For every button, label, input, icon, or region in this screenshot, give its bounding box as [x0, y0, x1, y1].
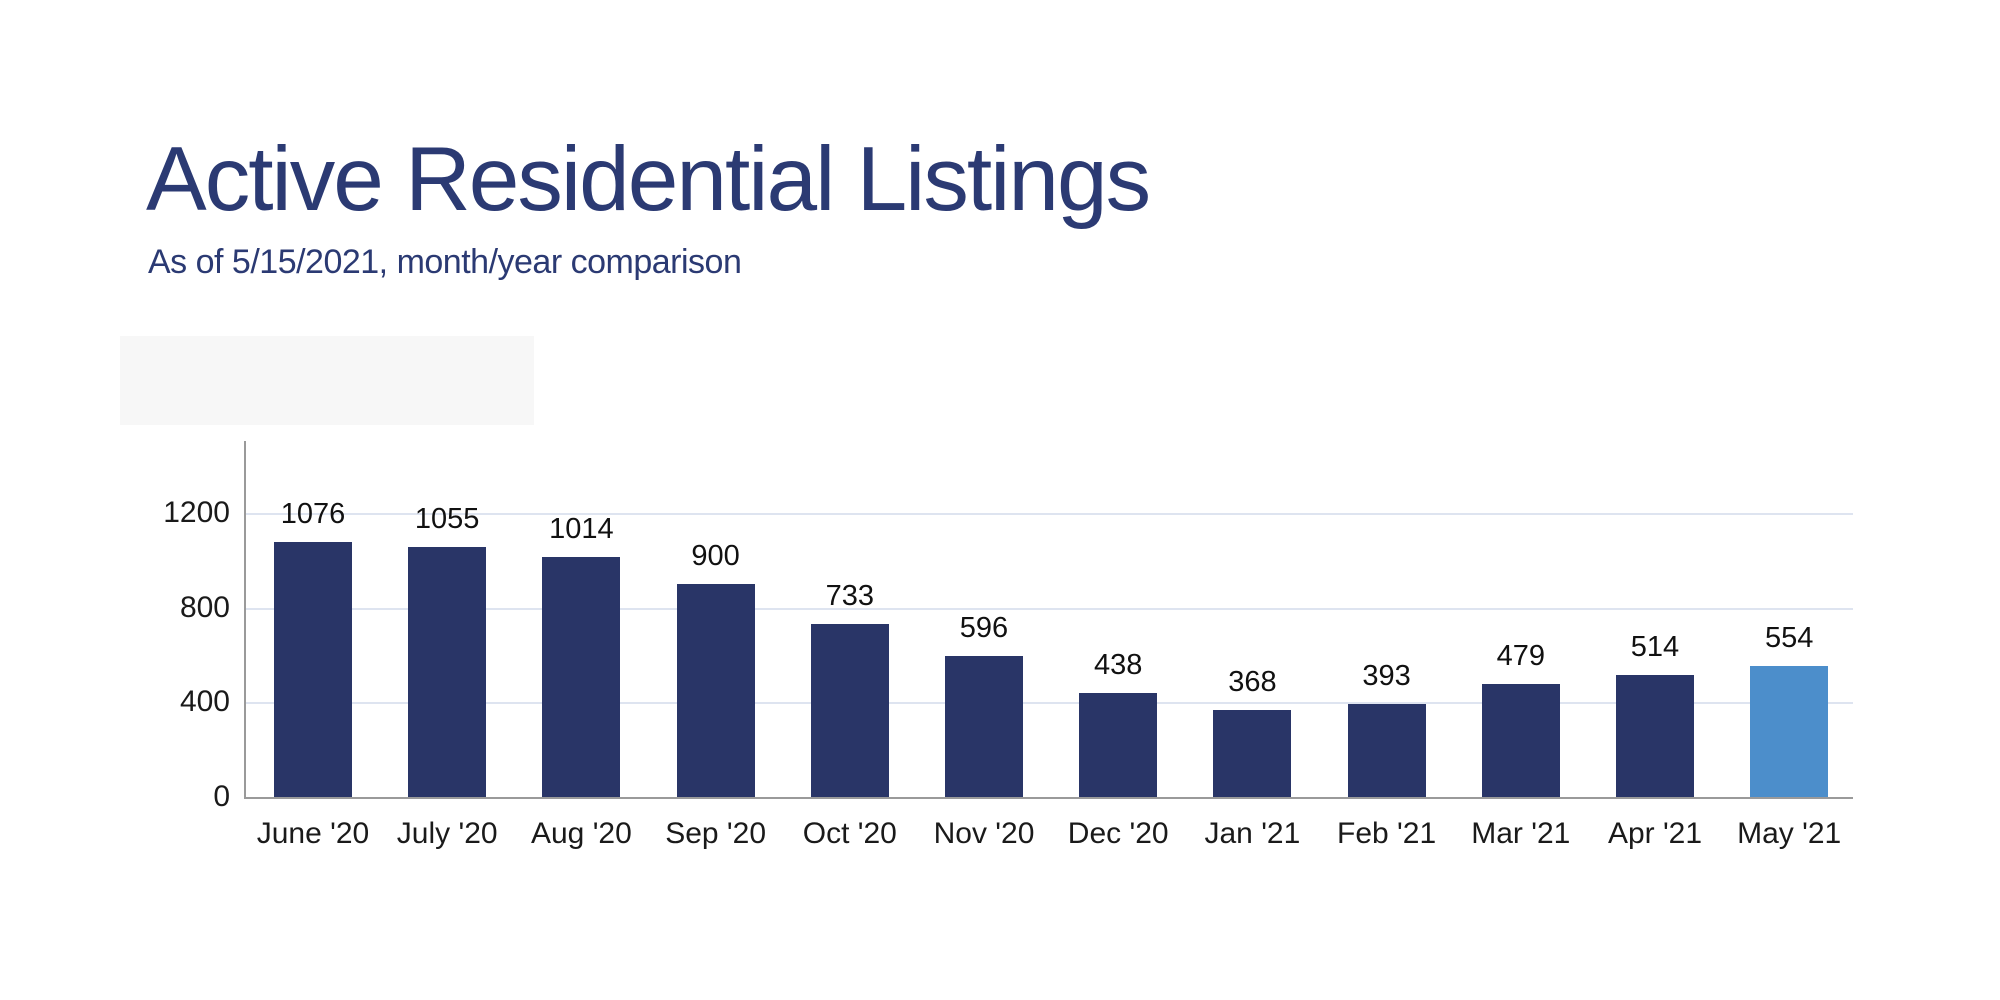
- bar-value-label: 438: [1093, 649, 1143, 682]
- x-category-label: Aug '20: [530, 817, 632, 850]
- x-category-label: Oct '20: [802, 817, 897, 850]
- y-tick-label: 800: [179, 590, 230, 624]
- x-category-label: July '20: [396, 817, 498, 850]
- bar-may-21: [1750, 665, 1829, 797]
- bar-value-label: 1076: [280, 498, 346, 531]
- x-category-label: Apr '21: [1607, 817, 1703, 850]
- bar-apr-21: [1616, 675, 1694, 797]
- x-category-label: Feb '21: [1337, 817, 1437, 850]
- x-category-label: Dec '20: [1067, 817, 1169, 850]
- bar-feb-21: [1347, 704, 1426, 797]
- bar-value-label: 733: [825, 579, 874, 612]
- bar-value-label: 900: [691, 540, 740, 572]
- bar-value-label: 1014: [549, 513, 614, 546]
- y-axis-line: [244, 441, 246, 797]
- x-category-label: Mar '21: [1471, 817, 1571, 850]
- bar-dec-20: [1079, 693, 1158, 797]
- bar-aug-20: [542, 557, 621, 797]
- x-category-label: June '20: [256, 817, 370, 850]
- bar-sep-20: [676, 584, 755, 797]
- bar-mar-21: [1481, 683, 1560, 797]
- bar-value-label: 368: [1228, 665, 1277, 698]
- bar-nov-20: [945, 655, 1023, 797]
- bar-june-20: [274, 542, 352, 797]
- chart-title: Active Residential Listings: [146, 129, 1151, 230]
- gridline-400: [246, 702, 1853, 705]
- x-axis-line: [244, 797, 1853, 799]
- gridline-1200: [246, 513, 1853, 515]
- x-category-label: May '21: [1737, 817, 1842, 850]
- bar-value-label: 1055: [414, 503, 480, 536]
- y-tick-label: 0: [213, 780, 230, 813]
- chart-background-shade: [120, 336, 534, 425]
- x-category-label: Jan '21: [1204, 817, 1301, 850]
- bar-value-label: 596: [959, 611, 1009, 644]
- chart-subtitle: As of 5/15/2021, month/year comparison: [148, 243, 742, 281]
- bar-july-20: [408, 547, 487, 797]
- x-category-label: Sep '20: [665, 817, 766, 850]
- bar-oct-20: [810, 623, 889, 797]
- bar-value-label: 393: [1362, 659, 1411, 692]
- bar-value-label: 514: [1630, 631, 1680, 664]
- y-tick-label: 1200: [163, 496, 230, 529]
- bar-value-label: 554: [1764, 621, 1814, 654]
- plot-area: 0 400 800 1200 1076 1055 1014 900 733 596 438 368 3…: [163, 441, 1853, 849]
- y-tick-label: 400: [179, 685, 230, 719]
- bar-jan-21: [1213, 709, 1292, 797]
- bar-value-label: 479: [1496, 639, 1545, 672]
- gridline-800: [246, 607, 1853, 610]
- x-category-label: Nov '20: [933, 817, 1035, 850]
